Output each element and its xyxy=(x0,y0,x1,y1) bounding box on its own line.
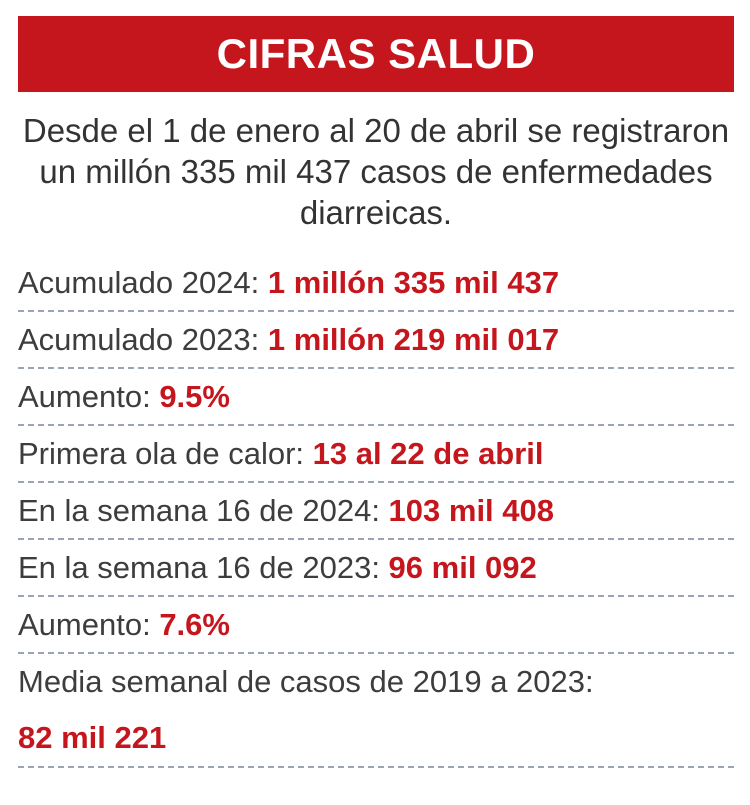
stat-value: 103 mil 408 xyxy=(388,493,555,528)
stat-label: Acumulado 2024: xyxy=(18,265,268,300)
stat-value: 1 millón 219 mil 017 xyxy=(267,322,560,357)
stat-row-aumento-2: Aumento: 7.6% xyxy=(18,597,734,654)
stat-label: Acumulado 2023: xyxy=(18,322,268,357)
infographic-card: CIFRAS SALUD Desde el 1 de enero al 20 d… xyxy=(0,16,750,805)
banner-title: CIFRAS SALUD xyxy=(216,30,536,77)
stat-value: 1 millón 335 mil 437 xyxy=(267,265,560,300)
stat-row-acumulado-2024: Acumulado 2024: 1 millón 335 mil 437 xyxy=(18,255,734,312)
stat-row-semana-16-2023: En la semana 16 de 2023: 96 mil 092 xyxy=(18,540,734,597)
stat-row-aumento-1: Aumento: 9.5% xyxy=(18,369,734,426)
stat-row-media-semanal: Media semanal de casos de 2019 a 2023: 82… xyxy=(18,654,734,768)
stat-label: En la semana 16 de 2023: xyxy=(18,550,389,585)
stat-label: Aumento: xyxy=(18,607,160,642)
stat-value: 13 al 22 de abril xyxy=(312,436,544,471)
intro-text: Desde el 1 de enero al 20 de abril se re… xyxy=(22,112,730,231)
stat-value: 9.5% xyxy=(159,379,230,414)
stat-label: Primera ola de calor: xyxy=(18,436,313,471)
title-banner: CIFRAS SALUD xyxy=(18,16,734,92)
stat-value: 82 mil 221 xyxy=(18,720,167,755)
stat-value: 96 mil 092 xyxy=(388,550,537,585)
stat-value: 7.6% xyxy=(159,607,230,642)
stat-row-acumulado-2023: Acumulado 2023: 1 millón 219 mil 017 xyxy=(18,312,734,369)
stat-row-semana-16-2024: En la semana 16 de 2024: 103 mil 408 xyxy=(18,483,734,540)
stat-row-ola-de-calor: Primera ola de calor: 13 al 22 de abril xyxy=(18,426,734,483)
stat-label: Media semanal de casos de 2019 a 2023: xyxy=(18,664,594,699)
stat-label: En la semana 16 de 2024: xyxy=(18,493,389,528)
stat-label: Aumento: xyxy=(18,379,160,414)
stats-list: Acumulado 2024: 1 millón 335 mil 437 Acu… xyxy=(18,255,734,768)
